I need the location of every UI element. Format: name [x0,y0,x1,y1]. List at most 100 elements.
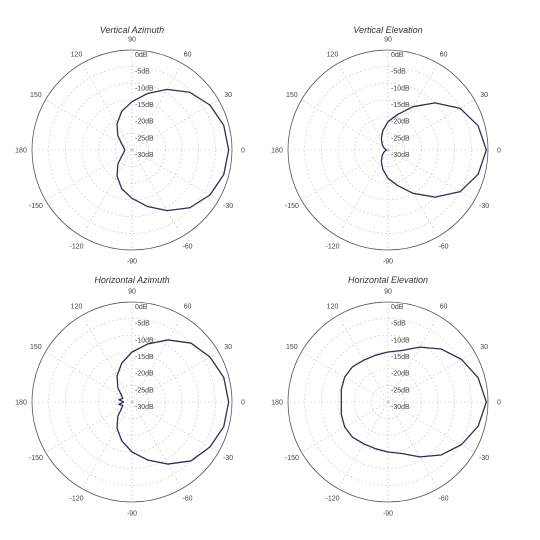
angle-tick-label: 30 [224,344,232,351]
db-tick-label: -10dB [391,85,410,92]
grid-spoke [131,351,219,403]
angle-tick-label: 90 [384,289,392,296]
db-tick-label: -5dB [135,69,150,76]
grid-ring [321,83,455,217]
grid-ring [354,116,422,184]
db-tick-label: -25dB [391,387,410,394]
db-tick-label: 0dB [391,304,404,311]
polar-chart: Horizontal Azimuth 0dB -5dB -10dB -15dB -20dB… [15,275,245,518]
db-tick-label: -20dB [135,371,154,378]
angle-tick-label: -30 [479,203,489,210]
db-tick-label: -15dB [135,102,154,109]
db-tick-label: -20dB [391,371,410,378]
angle-tick-label: -90 [383,259,393,266]
grid-ring [81,99,183,201]
angle-tick-label: -150 [285,203,299,210]
grid-ring [81,351,183,453]
angle-tick-label: -60 [182,244,192,251]
angle-tick-label: -120 [69,496,83,503]
grid-spoke [301,99,389,151]
angle-tick-label: -30 [479,455,489,462]
db-tick-label: -15dB [135,354,154,361]
angle-tick-label: -150 [285,455,299,462]
grid-ring [98,368,166,436]
angle-tick-label: -150 [29,203,43,210]
grid-spoke [45,149,133,201]
grid-ring [321,335,455,469]
grid-ring [337,99,439,201]
angle-tick-label: 120 [71,303,83,310]
outer-ring [287,301,489,503]
grid-ring [98,116,166,184]
angle-tick-label: 60 [440,303,448,310]
grid-ring [115,133,149,167]
angle-tick-label: 30 [224,92,232,99]
angle-tick-label: -120 [69,244,83,251]
angle-tick-label: 60 [440,51,448,58]
angle-tick-label: 30 [480,344,488,351]
grid-spoke [301,149,389,201]
outer-ring [31,49,233,251]
grid-ring [354,368,422,436]
radiation-pattern-line [116,339,230,465]
grid-ring [304,318,472,486]
grid-ring [371,385,405,419]
grid-ring [337,351,439,453]
angle-tick-label: 120 [71,51,83,58]
angle-tick-label: 30 [480,92,488,99]
db-tick-label: -30dB [135,404,154,411]
grid-ring [371,133,405,167]
angle-tick-label: 60 [184,51,192,58]
polar-chart: Vertical Elevation 0dB -5dB -10dB -15dB -20dB… [271,25,501,266]
grid-ring [48,66,216,234]
db-tick-label: -30dB [391,404,410,411]
angle-tick-label: 150 [286,92,298,99]
angle-tick-label: 150 [30,92,42,99]
angle-tick-label: -90 [127,511,137,518]
angle-tick-label: 120 [327,51,339,58]
angle-tick-label: -150 [29,455,43,462]
angle-tick-label: -120 [325,496,339,503]
grid-ring [65,83,199,217]
chart-title: Horizontal Elevation [348,275,428,285]
outer-ring [287,49,489,251]
db-tick-label: -5dB [391,321,406,328]
db-tick-label: 0dB [135,304,148,311]
angle-tick-label: -30 [223,455,233,462]
grid-spoke [387,351,475,403]
angle-tick-label: 0 [241,148,245,155]
grid-ring [65,335,199,469]
db-tick-label: -30dB [135,152,154,159]
angle-tick-label: 150 [286,344,298,351]
angle-tick-label: 90 [128,37,136,44]
grid-spoke [131,99,219,151]
grid-spoke [45,401,133,453]
db-tick-label: -25dB [135,387,154,394]
chart-title: Vertical Azimuth [100,25,164,35]
angle-tick-label: 180 [15,400,27,407]
angle-tick-label: -60 [438,496,448,503]
chart-title: Horizontal Azimuth [94,275,169,285]
grid-ring [304,66,472,234]
db-tick-label: 0dB [391,52,404,59]
angle-tick-label: -90 [127,259,137,266]
angle-tick-label: -60 [438,244,448,251]
grid-spoke [387,99,475,151]
grid-ring [48,318,216,486]
angle-tick-label: 60 [184,303,192,310]
angle-tick-label: -30 [223,203,233,210]
angle-tick-label: 0 [497,148,501,155]
angle-tick-label: 180 [271,400,283,407]
grid-spoke [45,351,133,403]
angle-tick-label: 90 [128,289,136,296]
angle-tick-label: -60 [182,496,192,503]
db-tick-label: -30dB [391,152,410,159]
radiation-pattern-line [380,102,487,198]
db-tick-label: -25dB [135,135,154,142]
db-tick-label: -20dB [135,119,154,126]
grid-ring [115,385,149,419]
db-tick-label: -10dB [135,85,154,92]
angle-tick-label: 120 [327,303,339,310]
db-tick-label: -10dB [135,337,154,344]
